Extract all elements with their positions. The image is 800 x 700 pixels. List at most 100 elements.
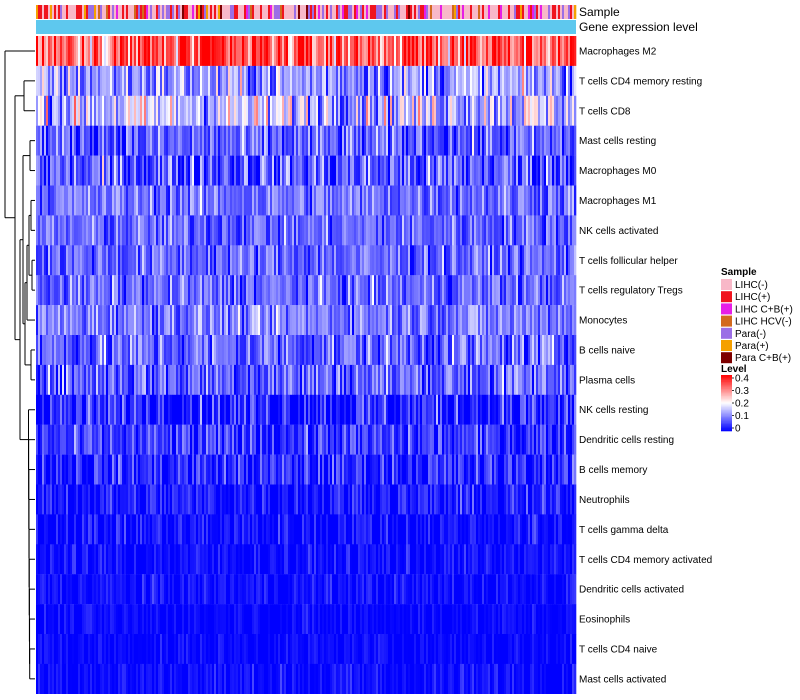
heatmap-cell [536,245,539,276]
heatmap-cell [256,65,259,96]
heatmap-cell [410,155,413,186]
heatmap-cell [80,424,83,455]
heatmap-cell [564,424,567,455]
heatmap-cell [420,155,423,186]
heatmap-cell [214,484,217,515]
sample-track-cell [514,5,517,19]
sample-track-cell [36,5,39,19]
heatmap-cell [70,394,73,425]
heatmap-cell [328,155,331,186]
sample-track-cell [146,5,149,19]
heatmap-cell [400,65,403,96]
heatmap-cell [216,484,219,515]
heatmap-cell [106,454,109,485]
heatmap-cell [236,514,239,545]
heatmap-cell [532,65,535,96]
heatmap-cell [462,36,465,67]
heatmap-cell [52,544,55,575]
sample-track-cell [174,5,177,19]
heatmap-cell [406,125,409,156]
heatmap-cell [512,95,515,126]
heatmap-cell [312,215,315,246]
heatmap-cell [344,275,347,306]
heatmap-cell [394,185,397,216]
heatmap-row [36,36,577,67]
heatmap-cell [458,305,461,336]
heatmap-cell [48,544,51,575]
heatmap-cell [402,155,405,186]
heatmap-cell [394,65,397,96]
heatmap-cell [518,125,521,156]
heatmap-cell [162,95,165,126]
heatmap-cell [516,65,519,96]
heatmap-cell [264,275,267,306]
heatmap-cell [436,245,439,276]
heatmap-cell [330,65,333,96]
heatmap-cell [364,454,367,485]
heatmap-cell [458,335,461,366]
heatmap-cell [82,454,85,485]
heatmap-cell [346,484,349,515]
heatmap-cell [424,215,427,246]
heatmap-cell [334,155,337,186]
heatmap-cell [182,454,185,485]
heatmap-cell [232,275,235,306]
heatmap-cell [526,275,529,306]
heatmap-cell [346,305,349,336]
heatmap-cell [198,65,201,96]
heatmap-cell [182,185,185,216]
heatmap-cell [526,305,529,336]
heatmap-cell [132,245,135,276]
heatmap-cell [122,275,125,306]
sample-track-cell [248,5,251,19]
heatmap-cell [128,36,131,67]
heatmap-cell [434,245,437,276]
heatmap-cell [404,484,407,515]
heatmap-cell [180,36,183,67]
heatmap-cell [358,305,361,336]
heatmap-cell [78,65,81,96]
heatmap-cell [246,394,249,425]
heatmap-cell [444,424,447,455]
sample-track-cell [332,5,335,19]
heatmap-cell [358,454,361,485]
heatmap-cell [52,215,55,246]
heatmap-cell [328,364,331,395]
heatmap-cell [250,65,253,96]
heatmap-cell [62,125,65,156]
heatmap-cell [550,215,553,246]
heatmap-cell [500,275,503,306]
heatmap-cell [208,36,211,67]
heatmap-cell [538,454,541,485]
heatmap-cell [140,275,143,306]
sample-track-cell [530,5,533,19]
heatmap-cell [506,155,509,186]
heatmap-cell [82,65,85,96]
heatmap-cell [210,364,213,395]
heatmap-cell [60,125,63,156]
heatmap-cell [462,364,465,395]
heatmap-cell [318,394,321,425]
heatmap-cell [376,394,379,425]
heatmap-cell [176,305,179,336]
heatmap-cell [36,245,39,276]
heatmap-cell [64,125,67,156]
heatmap-cell [160,335,163,366]
heatmap-cell [202,95,205,126]
heatmap-cell [216,424,219,455]
heatmap-cell [420,484,423,515]
heatmap-cell [112,305,115,336]
heatmap-cell [192,65,195,96]
heatmap-cell [74,424,77,455]
heatmap-cell [490,185,493,216]
heatmap-cell [46,155,49,186]
heatmap-cell [568,394,571,425]
heatmap-cell [504,484,507,515]
heatmap-cell [546,424,549,455]
heatmap-cell [142,394,145,425]
sample-track-cell [428,5,431,19]
heatmap-cell [506,185,509,216]
heatmap-cell [392,95,395,126]
heatmap-cell [332,245,335,276]
heatmap-cell [372,155,375,186]
